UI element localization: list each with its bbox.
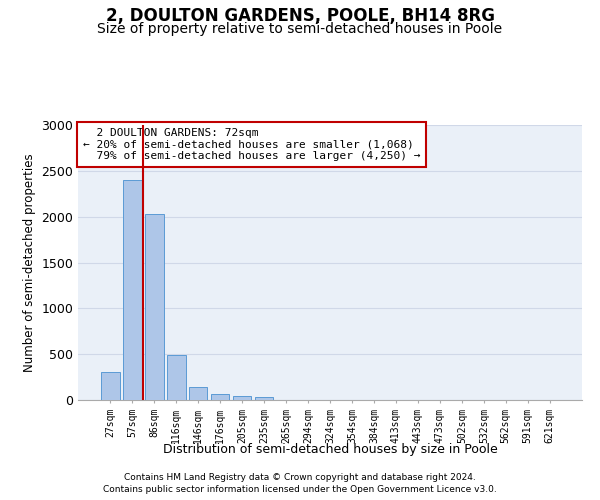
Bar	[189, 386, 208, 400]
Bar	[123, 180, 142, 400]
Y-axis label: Number of semi-detached properties: Number of semi-detached properties	[23, 153, 36, 372]
Text: Size of property relative to semi-detached houses in Poole: Size of property relative to semi-detach…	[97, 22, 503, 36]
Text: 2 DOULTON GARDENS: 72sqm
← 20% of semi-detached houses are smaller (1,068)
  79%: 2 DOULTON GARDENS: 72sqm ← 20% of semi-d…	[83, 128, 421, 161]
Text: 2, DOULTON GARDENS, POOLE, BH14 8RG: 2, DOULTON GARDENS, POOLE, BH14 8RG	[106, 8, 494, 26]
Bar	[167, 354, 185, 400]
Text: Contains public sector information licensed under the Open Government Licence v3: Contains public sector information licen…	[103, 485, 497, 494]
Bar	[101, 372, 119, 400]
Text: Distribution of semi-detached houses by size in Poole: Distribution of semi-detached houses by …	[163, 442, 497, 456]
Bar	[145, 214, 164, 400]
Text: Contains HM Land Registry data © Crown copyright and database right 2024.: Contains HM Land Registry data © Crown c…	[124, 472, 476, 482]
Bar	[233, 396, 251, 400]
Bar	[255, 397, 274, 400]
Bar	[211, 394, 229, 400]
